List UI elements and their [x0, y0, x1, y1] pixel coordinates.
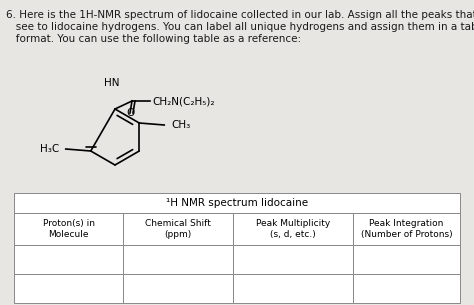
- Text: Peak Integration
(Number of Protons): Peak Integration (Number of Protons): [361, 219, 452, 239]
- Text: format. You can use the following table as a reference:: format. You can use the following table …: [6, 34, 301, 44]
- Bar: [123, 213, 233, 245]
- Bar: [353, 213, 460, 245]
- Bar: [233, 213, 353, 245]
- Text: CH₂N(C₂H₅)₂: CH₂N(C₂H₅)₂: [152, 96, 215, 106]
- Text: Chemical Shift
(ppm): Chemical Shift (ppm): [145, 219, 211, 239]
- Text: Proton(s) in
Molecule: Proton(s) in Molecule: [43, 219, 95, 239]
- Text: H₃C: H₃C: [39, 144, 59, 154]
- Bar: [353, 274, 460, 303]
- Bar: [14, 245, 123, 274]
- Text: HN: HN: [104, 78, 119, 88]
- Bar: [233, 245, 353, 274]
- Text: O: O: [127, 108, 135, 118]
- Bar: [14, 213, 123, 245]
- Text: CH₃: CH₃: [171, 120, 191, 130]
- Text: Peak Multiplicity
(s, d, etc.): Peak Multiplicity (s, d, etc.): [255, 219, 330, 239]
- Text: see to lidocaine hydrogens. You can label all unique hydrogens and assign them i: see to lidocaine hydrogens. You can labe…: [6, 22, 474, 32]
- Text: 6. Here is the 1H-NMR spectrum of lidocaine collected in our lab. Assign all the: 6. Here is the 1H-NMR spectrum of lidoca…: [6, 10, 474, 20]
- Bar: [353, 245, 460, 274]
- Bar: [123, 245, 233, 274]
- Bar: [123, 274, 233, 303]
- Text: ¹H NMR spectrum lidocaine: ¹H NMR spectrum lidocaine: [166, 198, 308, 208]
- Bar: [14, 274, 123, 303]
- Bar: [233, 274, 353, 303]
- Bar: [14, 193, 460, 213]
